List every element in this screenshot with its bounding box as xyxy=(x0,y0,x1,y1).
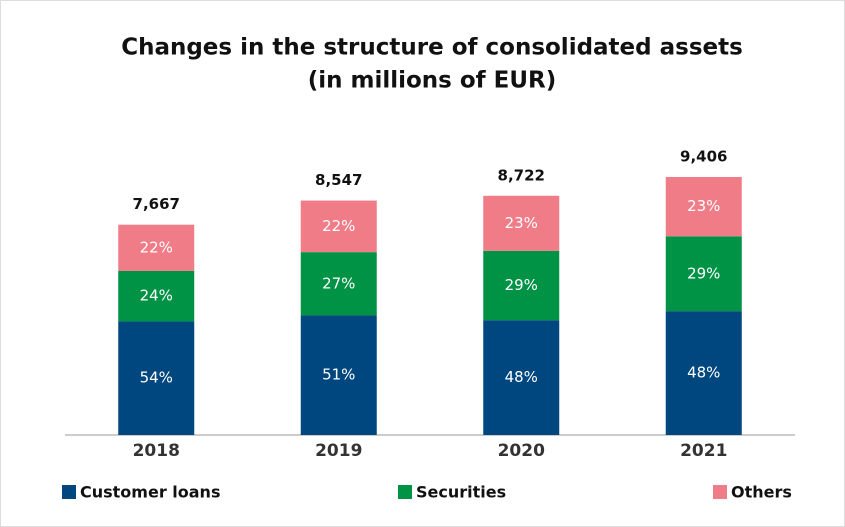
bar-segment xyxy=(118,224,195,271)
bar-segment xyxy=(483,250,560,321)
total-label: 7,667 xyxy=(133,195,180,213)
bar-segment xyxy=(665,236,742,312)
total-label: 8,547 xyxy=(315,171,362,189)
bar-segment xyxy=(300,315,377,435)
total-label: 9,406 xyxy=(680,148,727,166)
segment-label: 22% xyxy=(322,217,355,235)
segment-label: 48% xyxy=(505,368,538,386)
legend-label: Customer loans xyxy=(80,483,220,502)
bar-segment xyxy=(300,252,377,316)
bar-segment xyxy=(665,177,742,237)
segment-label: 48% xyxy=(687,364,720,382)
x-tick-label: 2021 xyxy=(680,441,727,461)
x-tick-label: 2019 xyxy=(315,441,362,461)
segment-label: 51% xyxy=(322,366,355,384)
bar-segment xyxy=(483,320,560,435)
legend-swatch xyxy=(398,485,412,499)
segment-label: 22% xyxy=(140,238,173,256)
chart-subtitle: (in millions of EUR) xyxy=(308,68,557,94)
legend-swatch xyxy=(713,485,727,499)
segment-label: 23% xyxy=(505,214,538,232)
legend-swatch xyxy=(62,485,76,499)
segment-label: 24% xyxy=(140,287,173,305)
segment-label: 29% xyxy=(687,264,720,282)
segment-label: 27% xyxy=(322,274,355,292)
bar-segment xyxy=(118,321,195,435)
legend-label: Securities xyxy=(416,483,506,502)
legend-label: Others xyxy=(731,483,792,502)
x-tick-label: 2018 xyxy=(133,441,180,461)
bar-segment xyxy=(665,311,742,435)
segment-label: 29% xyxy=(505,276,538,294)
chart-title: Changes in the structure of consolidated… xyxy=(121,35,743,61)
bar-segment xyxy=(300,200,377,253)
segment-label: 54% xyxy=(140,369,173,387)
segment-label: 23% xyxy=(687,197,720,215)
bar-segment xyxy=(483,195,560,251)
total-label: 8,722 xyxy=(498,166,545,184)
bar-segment xyxy=(118,270,195,322)
x-tick-label: 2020 xyxy=(498,441,545,461)
